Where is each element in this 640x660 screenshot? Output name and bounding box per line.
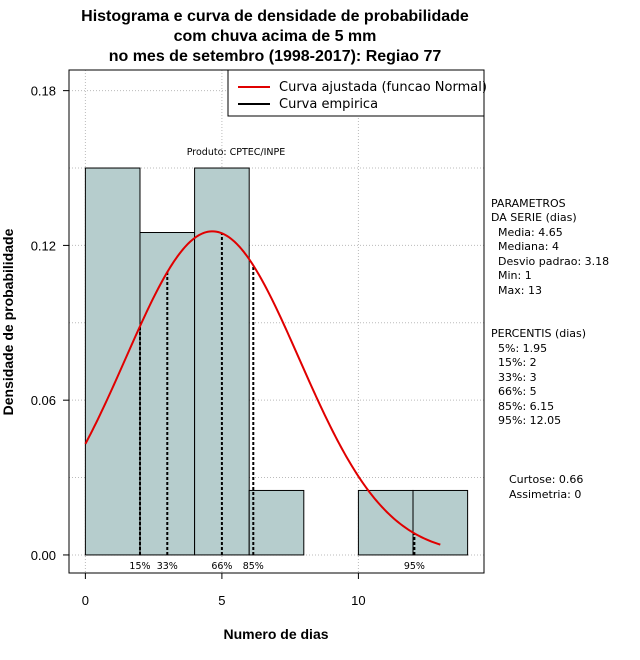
percentil-5: 5%: 1.95 [498,342,547,355]
histogram-bar-3 [248,489,305,556]
legend-box [227,69,485,117]
legend-label-fitted: Curva ajustada (funcao Normal) [279,80,487,95]
percentil-33: 33%: 3 [498,371,537,384]
percentil-15: 15%: 2 [498,356,537,369]
histogram-bars [84,167,469,556]
product-annotation: Produto: CPTEC/INPE [187,147,286,158]
percentile-label-66: 66% [211,561,232,572]
assimetria: Assimetria: 0 [509,488,581,501]
chart-title-line-2: com chuva acima de 5 mm [174,28,377,45]
percentile-label-95: 95% [404,561,425,572]
percentile-lines: 15% 33% 66% 85% 95% [129,233,425,572]
legend: Curva ajustada (funcao Normal) Curva emp… [227,69,487,117]
percentil-66: 66%: 5 [498,385,537,398]
x-tick-label: 5 [218,593,225,608]
percentis-title: PERCENTIS (dias) [491,327,586,340]
chart-title-line-3: no mes de setembro (1998-2017): Regiao 7… [109,48,442,65]
legend-label-empirical: Curva empirica [279,97,378,112]
percentil-95: 95%: 12.05 [498,414,561,427]
chart-title-line-1: Histograma e curva de densidade de proba… [81,8,469,25]
y-tick-label: 0.12 [31,238,56,253]
x-tick-label: 10 [351,593,365,608]
params-title-2: DA SERIE (dias) [491,211,577,224]
histogram-bar-6 [412,489,469,556]
histogram-bar-2 [194,167,250,556]
param-mediana: Mediana: 4 [498,240,559,253]
fitted-normal-curve [84,230,441,546]
histogram-bar-5 [357,489,414,556]
percentil-85: 85%: 6.15 [498,400,554,413]
y-tick-label: 0.00 [31,548,56,563]
x-tick-label: 0 [82,593,89,608]
y-tick-label: 0.18 [31,84,56,99]
y-tick-label: 0.06 [31,393,56,408]
stats-panel: PARAMETROS DA SERIE (dias) Media: 4.65 M… [491,197,609,501]
x-axis-label: Numero de dias [223,626,328,642]
fitted-curve-layer [84,230,441,546]
param-media: Media: 4.65 [498,226,563,239]
param-min: Min: 1 [498,269,532,282]
param-max: Max: 13 [498,284,542,297]
histogram-bar-0 [84,167,141,556]
percentile-label-85: 85% [243,561,264,572]
params-title-1: PARAMETROS [491,197,566,210]
y-axis-label: Densidade de probabilidade [0,228,16,415]
axis-ticks: 0 5 10 0.00 0.06 0.12 0.18 [31,84,366,608]
percentile-label-33: 33% [157,561,178,572]
param-desvio: Desvio padrao: 3.18 [498,255,609,268]
percentile-label-15: 15% [129,561,150,572]
curtose: Curtose: 0.66 [509,473,583,486]
